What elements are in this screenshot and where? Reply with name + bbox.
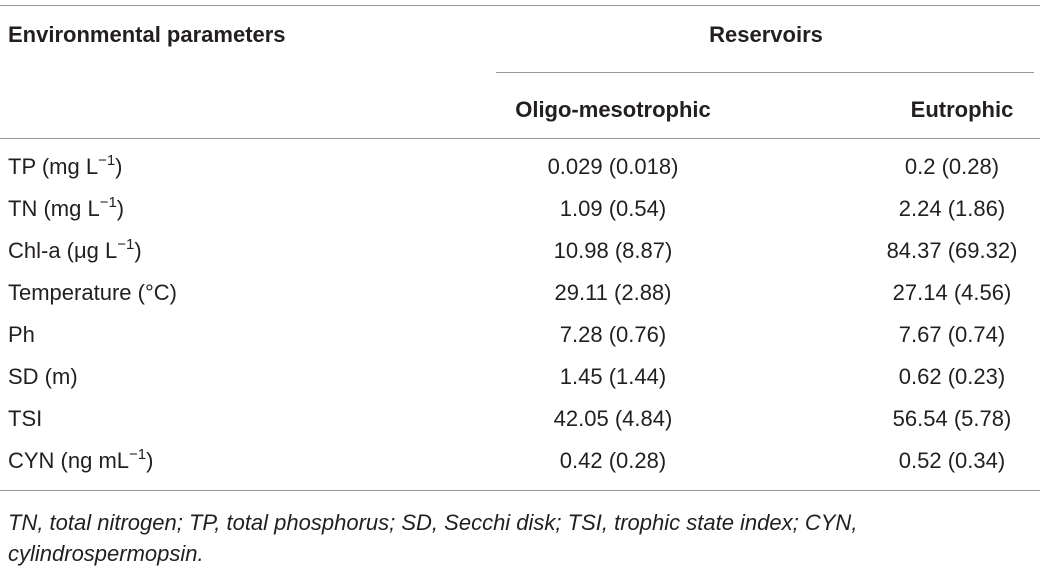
label-text: ) bbox=[134, 238, 142, 263]
top-rule bbox=[0, 5, 1040, 6]
cell-value: 0.62 (0.23) bbox=[898, 364, 1006, 389]
column-header: Eutrophic bbox=[910, 97, 1014, 122]
label-text: CYN (ng mL bbox=[8, 448, 130, 473]
label-superscript: −1 bbox=[98, 152, 116, 169]
bottom-rule bbox=[0, 490, 1040, 491]
row-label: Temperature (°C) bbox=[8, 280, 177, 305]
parameter-header: Environmental parameters bbox=[8, 22, 286, 47]
cell-value: 7.67 (0.74) bbox=[898, 322, 1006, 347]
cell-value: 29.11 (2.88) bbox=[554, 280, 672, 305]
cell-value: 56.54 (5.78) bbox=[892, 406, 1012, 431]
column-header: Oligo-mesotrophic bbox=[515, 97, 711, 122]
row-label: TSI bbox=[8, 406, 43, 431]
label-superscript: −1 bbox=[129, 446, 147, 463]
label-superscript: −1 bbox=[117, 236, 135, 253]
label-text: ) bbox=[146, 448, 154, 473]
group-rule bbox=[496, 72, 1034, 73]
cell-value: 84.37 (69.32) bbox=[886, 238, 1018, 263]
cell-value: 27.14 (4.56) bbox=[892, 280, 1012, 305]
row-label: TN (mg L−1) bbox=[8, 194, 125, 222]
cell-value: 1.09 (0.54) bbox=[559, 196, 667, 221]
label-text: ) bbox=[116, 196, 125, 221]
row-label: SD (m) bbox=[8, 364, 78, 389]
label-text: TP (mg L bbox=[8, 154, 99, 179]
cell-value: 0.42 (0.28) bbox=[559, 448, 667, 473]
row-label: Chl-a (μg L−1) bbox=[8, 236, 142, 264]
label-text: ) bbox=[115, 154, 123, 179]
cell-value: 0.029 (0.018) bbox=[547, 154, 679, 179]
header-rule bbox=[0, 138, 1040, 139]
cell-value: 10.98 (8.87) bbox=[553, 238, 673, 263]
footnote: TN, total nitrogen; TP, total phosphorus… bbox=[8, 510, 858, 566]
row-label: CYN (ng mL−1) bbox=[8, 446, 154, 474]
cell-value: 1.45 (1.44) bbox=[559, 364, 667, 389]
cell-value: 0.52 (0.34) bbox=[898, 448, 1006, 473]
cell-value: 2.24 (1.86) bbox=[898, 196, 1006, 221]
row-label: Ph bbox=[8, 322, 35, 347]
label-superscript: −1 bbox=[99, 194, 117, 211]
label-text: Chl-a (μg L bbox=[8, 238, 118, 263]
cell-value: 7.28 (0.76) bbox=[559, 322, 667, 347]
label-text: TN (mg L bbox=[8, 196, 100, 221]
cell-value: 0.2 (0.28) bbox=[904, 154, 1000, 179]
group-header: Reservoirs bbox=[709, 22, 823, 47]
cell-value: 42.05 (4.84) bbox=[553, 406, 673, 431]
row-label: TP (mg L−1) bbox=[8, 152, 123, 180]
